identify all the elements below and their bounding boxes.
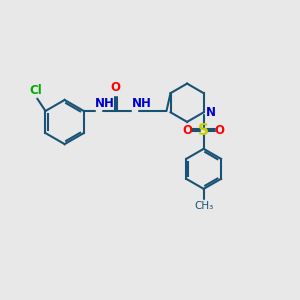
Text: N: N — [206, 106, 216, 119]
Text: NH: NH — [95, 97, 115, 110]
Text: O: O — [215, 124, 225, 137]
Text: NH: NH — [131, 97, 151, 110]
Text: Cl: Cl — [29, 84, 42, 97]
Text: O: O — [110, 81, 120, 94]
Text: O: O — [182, 124, 193, 137]
Text: CH₃: CH₃ — [194, 201, 213, 211]
Text: S: S — [198, 123, 209, 138]
